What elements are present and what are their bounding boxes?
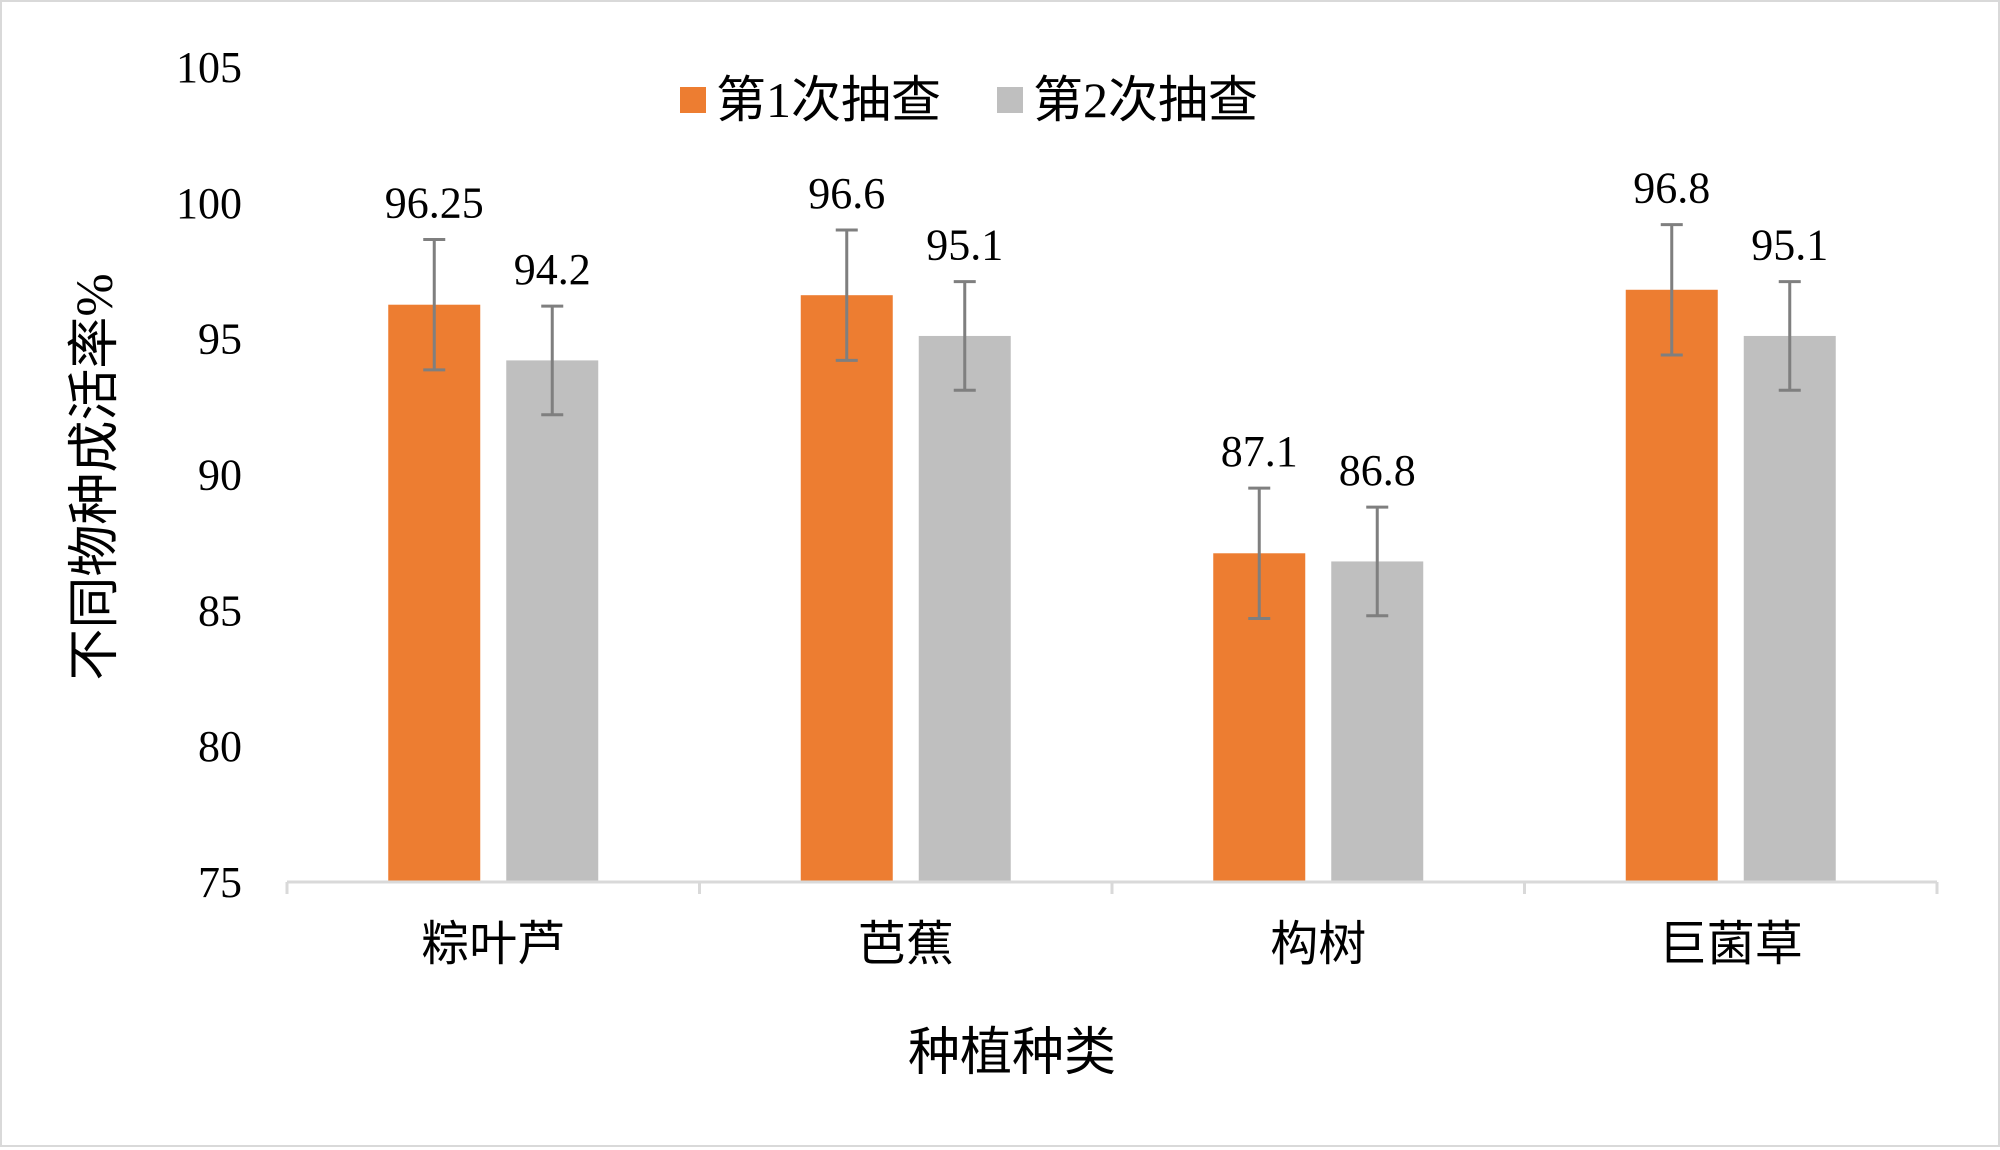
x-axis-title: 种植种类 [908,1025,1116,1082]
category-label-4: 巨菌草 [1659,918,1803,971]
x-axis-category-labels: 粽叶芦 芭蕉 构树 巨菌草 [421,918,1803,971]
bars [388,289,1836,882]
error-bar-series-2-2 [953,280,976,392]
data-label-series-1-3: 87.1 [1221,427,1298,476]
y-tick-label-100: 100 [176,179,242,228]
y-tick-label-75: 75 [198,858,242,907]
y-tick-label-80: 80 [198,722,242,771]
error-bar-series-2-4 [1778,280,1801,392]
data-label-series-1-1: 96.25 [385,179,484,228]
legend-label-series-1: 第1次抽查 [716,72,941,128]
legend: 第1次抽查 第2次抽查 [680,72,1258,128]
data-label-series-1-4: 96.8 [1633,164,1710,213]
y-axis-title: 不同物种成活率% [67,273,124,680]
category-label-3: 构树 [1270,918,1366,971]
error-bar-series-1-4 [1660,223,1683,357]
bar-series-1-1 [388,304,481,882]
error-bar-series-1-1 [423,238,446,372]
error-bar-series-1-2 [835,228,858,362]
error-bar-series-2-3 [1366,505,1389,618]
data-labels: 96.25 96.6 87.1 96.8 94.2 95.1 86.8 95.1 [385,164,1829,496]
bar-series-1-4 [1625,289,1718,882]
legend-swatch-series-2 [997,87,1023,113]
x-axis-tick-marks [285,882,1939,894]
data-label-series-2-3: 86.8 [1339,446,1416,495]
y-tick-label-90: 90 [198,451,242,500]
bar-series-2-4 [1743,335,1836,882]
category-label-2: 芭蕉 [858,918,954,971]
error-bar-series-1-3 [1248,486,1271,620]
y-tick-label-105: 105 [176,43,242,92]
y-axis-ticks: 75 80 85 90 95 100 105 [176,43,242,907]
legend-swatch-series-1 [680,87,706,113]
y-tick-label-95: 95 [198,315,242,364]
category-label-1: 粽叶芦 [421,918,565,971]
error-bars [423,223,1801,620]
error-bar-series-2-1 [541,304,564,417]
data-label-series-1-2: 96.6 [808,169,885,218]
data-label-series-2-4: 95.1 [1751,221,1828,270]
bar-series-2-2 [918,335,1011,882]
data-label-series-2-2: 95.1 [926,221,1003,270]
y-tick-label-85: 85 [198,586,242,635]
bar-series-1-2 [800,295,893,882]
bar-series-2-1 [506,360,599,882]
legend-label-series-2: 第2次抽查 [1033,72,1258,128]
data-label-series-2-1: 94.2 [514,245,591,294]
